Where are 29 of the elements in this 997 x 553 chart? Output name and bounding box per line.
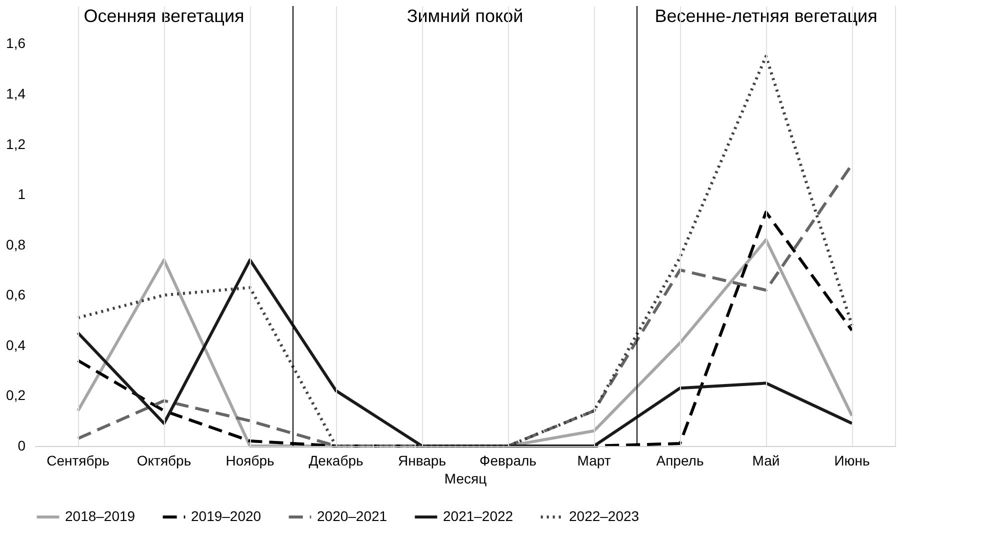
x-axis-title: Месяц <box>444 470 487 486</box>
y-tick-label: 0,2 <box>6 387 26 404</box>
legend-label: 2020–2021 <box>317 508 388 524</box>
x-tick-label: Июнь <box>834 452 870 468</box>
band-label: Весенне-летняя вегетация <box>654 6 878 26</box>
y-tick-label: 1,6 <box>6 35 26 52</box>
x-tick-label: Февраль <box>480 452 536 468</box>
x-tick-label: Декабрь <box>308 452 364 468</box>
legend-label: 2018–2019 <box>65 508 136 524</box>
line-series <box>76 54 854 448</box>
x-tick-label: Май <box>752 452 780 468</box>
y-tick-label: 1,2 <box>6 136 26 152</box>
band-label: Осенняя вегетация <box>84 6 244 26</box>
y-tick-label: 1 <box>18 186 26 202</box>
y-tick-label: 1,4 <box>6 86 26 102</box>
band-label: Зимний покой <box>406 6 524 26</box>
x-tick-label: Январь <box>398 452 446 468</box>
x-tick-label: Сентябрь <box>46 452 110 468</box>
x-tick-label: Октябрь <box>136 452 192 468</box>
y-tick-label: 0,8 <box>6 236 26 252</box>
x-tick-label: Ноябрь <box>226 452 274 468</box>
y-tick-label: 0 <box>18 438 26 454</box>
legend-label: 2021–2022 <box>443 508 514 524</box>
x-tick-label: Март <box>577 452 612 468</box>
y-tick-label: 0,4 <box>6 336 26 353</box>
x-tick-label: Апрель <box>656 452 704 468</box>
legend-label: 2019–2020 <box>191 508 262 524</box>
y-tick-label: 0,6 <box>6 286 26 303</box>
legend-label: 2022–2023 <box>569 508 640 524</box>
